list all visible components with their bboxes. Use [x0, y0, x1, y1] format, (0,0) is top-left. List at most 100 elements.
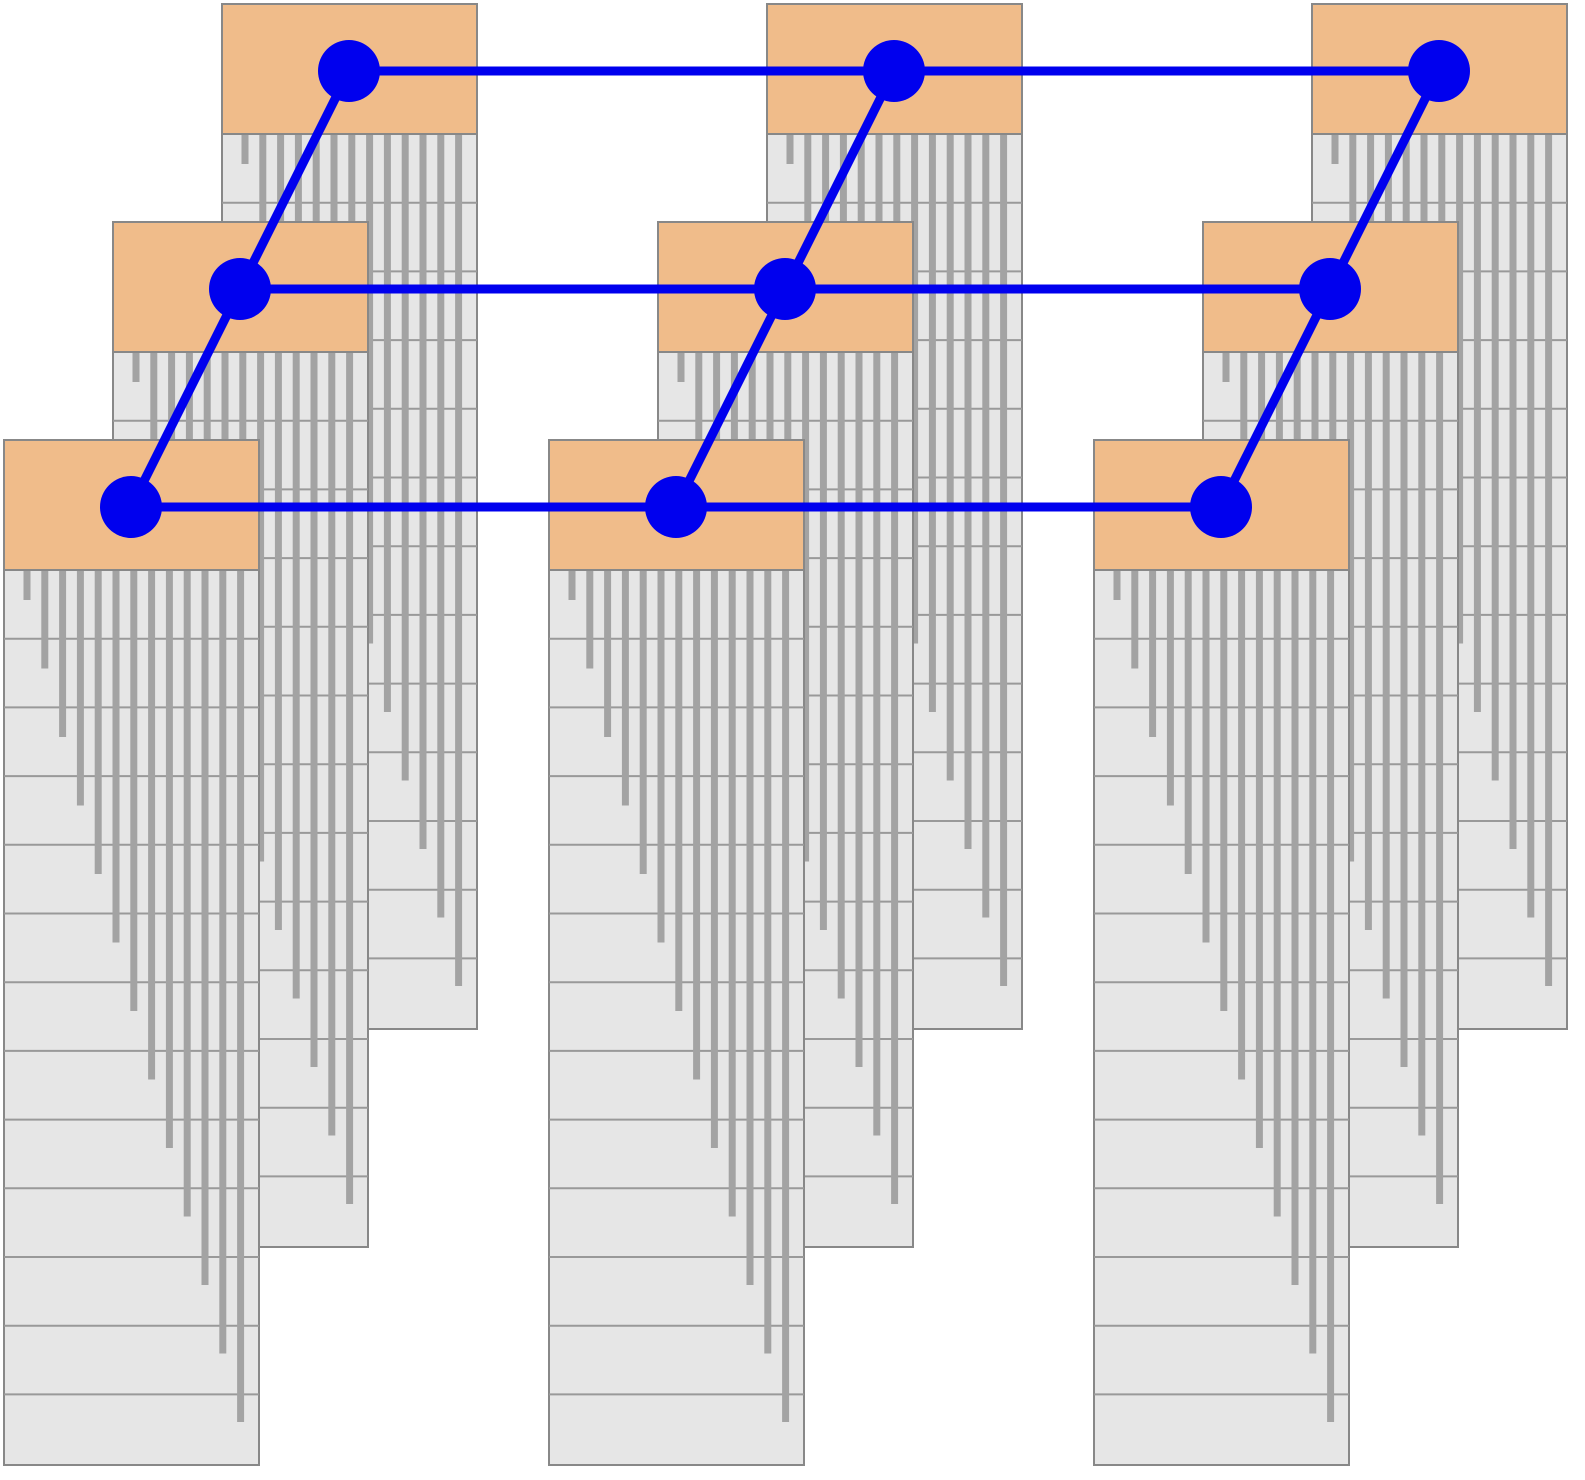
block-column-bar: [41, 570, 49, 669]
mesh-node: [1408, 40, 1470, 102]
block-column-bar: [1456, 134, 1464, 644]
mesh-node: [863, 40, 925, 102]
node-blocks: [3, 3, 1568, 1466]
block-column-bar: [802, 352, 810, 862]
block-column-bar: [586, 570, 594, 669]
block-column-bar: [1000, 134, 1008, 986]
node-block: [1093, 439, 1350, 1466]
mesh-node: [645, 476, 707, 538]
block-column-bar: [1273, 570, 1281, 1217]
block-column-bar: [257, 352, 265, 862]
mesh-node: [754, 258, 816, 320]
block-column-bar: [639, 570, 647, 874]
block-column-bar: [1436, 352, 1444, 1204]
block-column-bar: [819, 352, 827, 930]
block-column-bar: [1509, 134, 1517, 849]
block-column-bar: [130, 570, 138, 1011]
block-column-bar: [1491, 134, 1499, 781]
block-column-bar: [1220, 570, 1228, 1011]
block-column-bar: [150, 352, 158, 451]
block-column-bar: [165, 570, 173, 1148]
block-column-bar: [695, 352, 703, 451]
block-column-bar: [132, 352, 140, 382]
block-column-bar: [710, 570, 718, 1148]
mesh-node: [318, 40, 380, 102]
block-column-bar: [148, 570, 156, 1080]
block-column-bar: [23, 570, 31, 600]
mesh-node: [1190, 476, 1252, 538]
block-column-bar: [804, 134, 812, 233]
block-column-bar: [112, 570, 120, 943]
block-column-bar: [728, 570, 736, 1217]
block-column-bar: [1166, 570, 1174, 806]
block-column-bar: [693, 570, 701, 1080]
block-column-bar: [1382, 352, 1390, 999]
block-column-bar: [310, 352, 318, 1067]
block-column-bar: [1347, 352, 1355, 862]
block-column-bar: [891, 352, 899, 1204]
block-column-bar: [76, 570, 84, 806]
block-column-bar: [1309, 570, 1317, 1354]
mesh-node: [209, 258, 271, 320]
block-column-bar: [1255, 570, 1263, 1148]
block-column-bar: [604, 570, 612, 737]
block-column-bar: [764, 570, 772, 1354]
block-column-bar: [259, 134, 267, 233]
node-block: [3, 439, 260, 1466]
block-column-bar: [1222, 352, 1230, 382]
block-column-bar: [1113, 570, 1121, 600]
block-column-bar: [241, 134, 249, 164]
block-column-bar: [1291, 570, 1299, 1285]
block-column-bar: [237, 570, 245, 1422]
block-column-bar: [1349, 134, 1357, 233]
block-column-bar: [1418, 352, 1426, 1136]
block-column-bar: [1327, 570, 1335, 1422]
block-column-bar: [346, 352, 354, 1204]
block-column-bar: [1331, 134, 1339, 164]
block-column-bar: [292, 352, 300, 999]
block-column-bar: [1149, 570, 1157, 737]
block-column-bar: [201, 570, 209, 1285]
block-column-bar: [568, 570, 576, 600]
block-column-bar: [982, 134, 990, 918]
block-column-bar: [455, 134, 463, 986]
block-column-bar: [437, 134, 445, 918]
mesh-node: [1299, 258, 1361, 320]
block-column-bar: [1238, 570, 1246, 1080]
block-column-bar: [366, 134, 374, 644]
block-column-bar: [946, 134, 954, 781]
block-column-bar: [219, 570, 227, 1354]
block-column-bar: [873, 352, 881, 1136]
block-column-bar: [419, 134, 427, 849]
block-column-bar: [675, 570, 683, 1011]
node-block: [548, 439, 805, 1466]
block-column-bar: [928, 134, 936, 712]
block-column-bar: [274, 352, 282, 930]
block-column-bar: [401, 134, 409, 781]
mesh-node: [100, 476, 162, 538]
block-column-bar: [59, 570, 67, 737]
block-column-bar: [1364, 352, 1372, 930]
block-column-bar: [657, 570, 665, 943]
block-column-bar: [1202, 570, 1210, 943]
block-column-bar: [782, 570, 790, 1422]
mesh-nodes: [100, 40, 1470, 538]
block-column-bar: [328, 352, 336, 1136]
block-column-bar: [1400, 352, 1408, 1067]
block-column-bar: [786, 134, 794, 164]
block-column-bar: [94, 570, 102, 874]
block-column-bar: [621, 570, 629, 806]
block-column-bar: [837, 352, 845, 999]
block-column-bar: [1527, 134, 1535, 918]
block-column-bar: [1131, 570, 1139, 669]
block-column-bar: [1184, 570, 1192, 874]
block-column-bar: [855, 352, 863, 1067]
block-column-bar: [183, 570, 191, 1217]
block-column-bar: [383, 134, 391, 712]
block-column-bar: [911, 134, 919, 644]
block-column-bar: [964, 134, 972, 849]
block-column-bar: [746, 570, 754, 1285]
block-column-bar: [1473, 134, 1481, 712]
